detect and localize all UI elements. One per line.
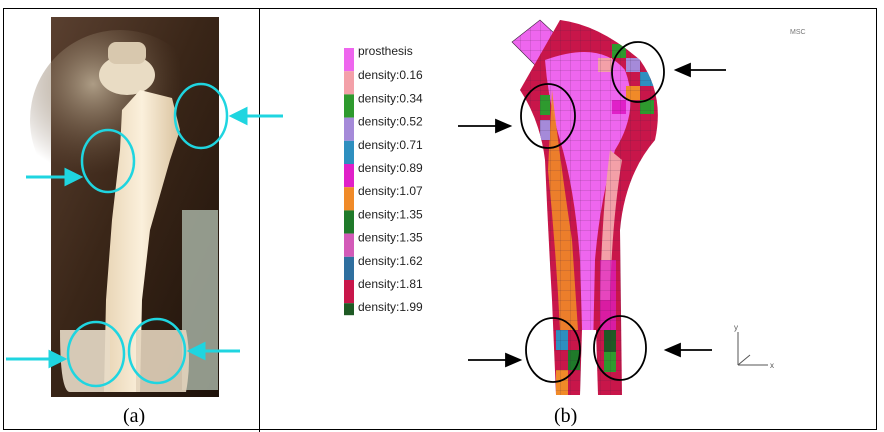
legend-title-swatch [344,48,354,72]
prosthesis-stem [104,90,180,392]
legend-item-label: density:0.16 [358,68,423,82]
figure-frame [3,8,877,430]
legend-item-label: density:0.34 [358,91,423,105]
panel-divider [259,8,260,432]
legend-swatch [344,71,354,95]
legend-swatch [344,187,354,211]
arrow-b-middle-left [458,118,513,134]
circle-a-upper-right [173,82,229,150]
axis-y-label: y [734,323,738,332]
legend-item-label: density:1.35 [358,207,423,221]
corner-mark: MSC [790,29,806,36]
caption-a: (a) [123,405,146,427]
arrow-a-bottom-left [6,349,68,369]
legend-swatch [344,280,354,304]
legend-swatch [344,164,354,188]
circle-b-bottom-left [525,317,581,383]
legend-swatch [344,303,354,316]
arrow-b-bottom-right [663,342,712,358]
acetabular-cup [108,42,146,64]
arrow-a-middle-left [26,167,84,187]
density-legend: prosthesis density:0.16 density:0.34 densit… [344,44,423,316]
femoral-head [99,55,155,95]
legend-item-label: density:0.52 [358,115,423,129]
legend-item-label: density:0.71 [358,138,423,152]
circle-a-bottom-left [66,320,126,388]
legend-item-label: density:1.35 [358,231,423,245]
legend-swatch [344,94,354,118]
legend-item-label: density:1.99 [358,300,423,314]
arrow-a-upper-right [228,106,283,126]
legend-item-label: density:1.62 [358,254,423,268]
caption-b: (b) [554,405,578,427]
femur-cortex-left [60,330,110,392]
circle-b-bottom-right [593,315,647,381]
legend-item-label: density:1.07 [358,184,423,198]
circle-a-middle-left [80,128,136,194]
legend-swatch [344,210,354,234]
legend-swatch [344,117,354,141]
axis-x-label: x [770,361,774,370]
circle-a-bottom-right [127,317,187,385]
circle-b-upper-right [611,41,665,103]
circle-b-middle-left [520,83,576,149]
legend-swatch [344,256,354,280]
legend-item-label: density:0.89 [358,161,423,175]
legend-title: prosthesis [358,44,413,58]
legend-swatch [344,140,354,164]
legend-item-label: density:1.81 [358,277,423,291]
axis-triad [737,332,768,366]
arrow-a-bottom-right [186,341,240,361]
arrow-b-bottom-left [468,352,523,368]
arrow-b-upper-right [673,62,726,78]
legend-swatch [344,233,354,257]
